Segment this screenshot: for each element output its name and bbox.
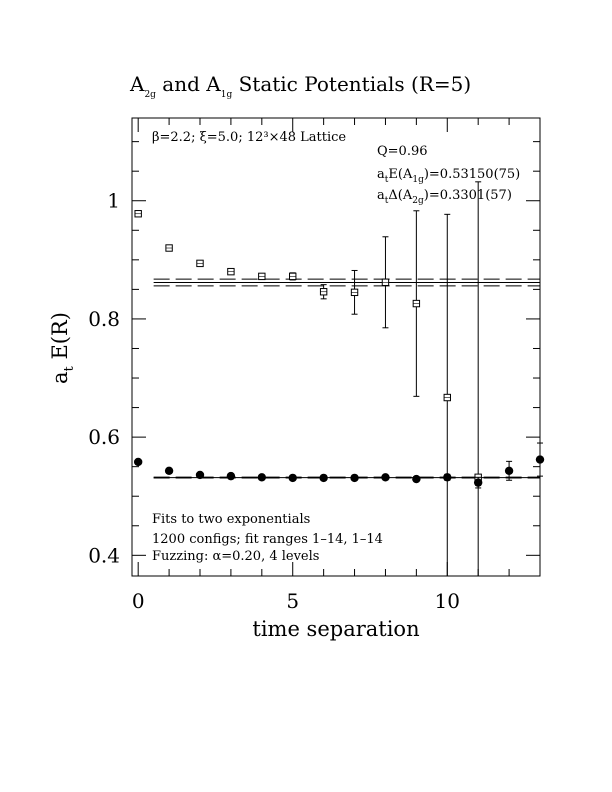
- axis-ticks: 0 5 10 0.4 0.6 0.8 1: [88, 118, 541, 613]
- a1g-point: [195, 470, 205, 480]
- y-tick-label: 0.8: [88, 307, 120, 331]
- a2g-gap-annotation: atΔ(A2g)=0.3301(57): [377, 188, 512, 206]
- y-tick-label: 0.4: [88, 543, 120, 567]
- a1g-point: [257, 473, 267, 482]
- fit-lines: [153, 278, 540, 479]
- a1g-point: [473, 478, 483, 487]
- y-tick-label: 1: [107, 189, 120, 213]
- configs-annotation: 1200 configs; fit ranges 1–14, 1–14: [152, 532, 383, 547]
- a1g-point: [381, 473, 390, 482]
- a1g-point: [133, 457, 143, 467]
- y-axis-label: at E(R): [48, 312, 77, 384]
- x-tick-label: 0: [132, 589, 145, 613]
- a1g-energy-annotation: atE(A1g)=0.53150(75): [377, 167, 520, 185]
- a1g-point: [226, 471, 236, 481]
- a1g-point: [535, 455, 545, 464]
- a1g-point: [412, 474, 421, 484]
- a1g-point: [319, 473, 328, 483]
- q-annotation: Q=0.96: [377, 144, 428, 159]
- a1g-point: [504, 466, 514, 476]
- x-tick-label: 10: [435, 589, 460, 613]
- x-tick-label: 5: [286, 589, 299, 613]
- chart-title: A2g and A1g Static Potentials (R=5): [129, 72, 471, 100]
- plot-frame: [131, 117, 541, 577]
- fits-annotation: Fits to two exponentials: [152, 512, 310, 527]
- y-tick-label: 0.6: [88, 425, 120, 449]
- lattice-annotation: β=2.2; ξ=5.0; 12³×48 Lattice: [152, 130, 346, 145]
- fuzzing-annotation: Fuzzing: α=0.20, 4 levels: [152, 549, 319, 564]
- a1g-point: [288, 473, 297, 483]
- data-points: [133, 181, 545, 576]
- x-axis-label: time separation: [252, 617, 419, 641]
- a1g-point: [443, 473, 452, 482]
- a1g-point: [350, 473, 359, 483]
- a1g-point: [164, 466, 174, 476]
